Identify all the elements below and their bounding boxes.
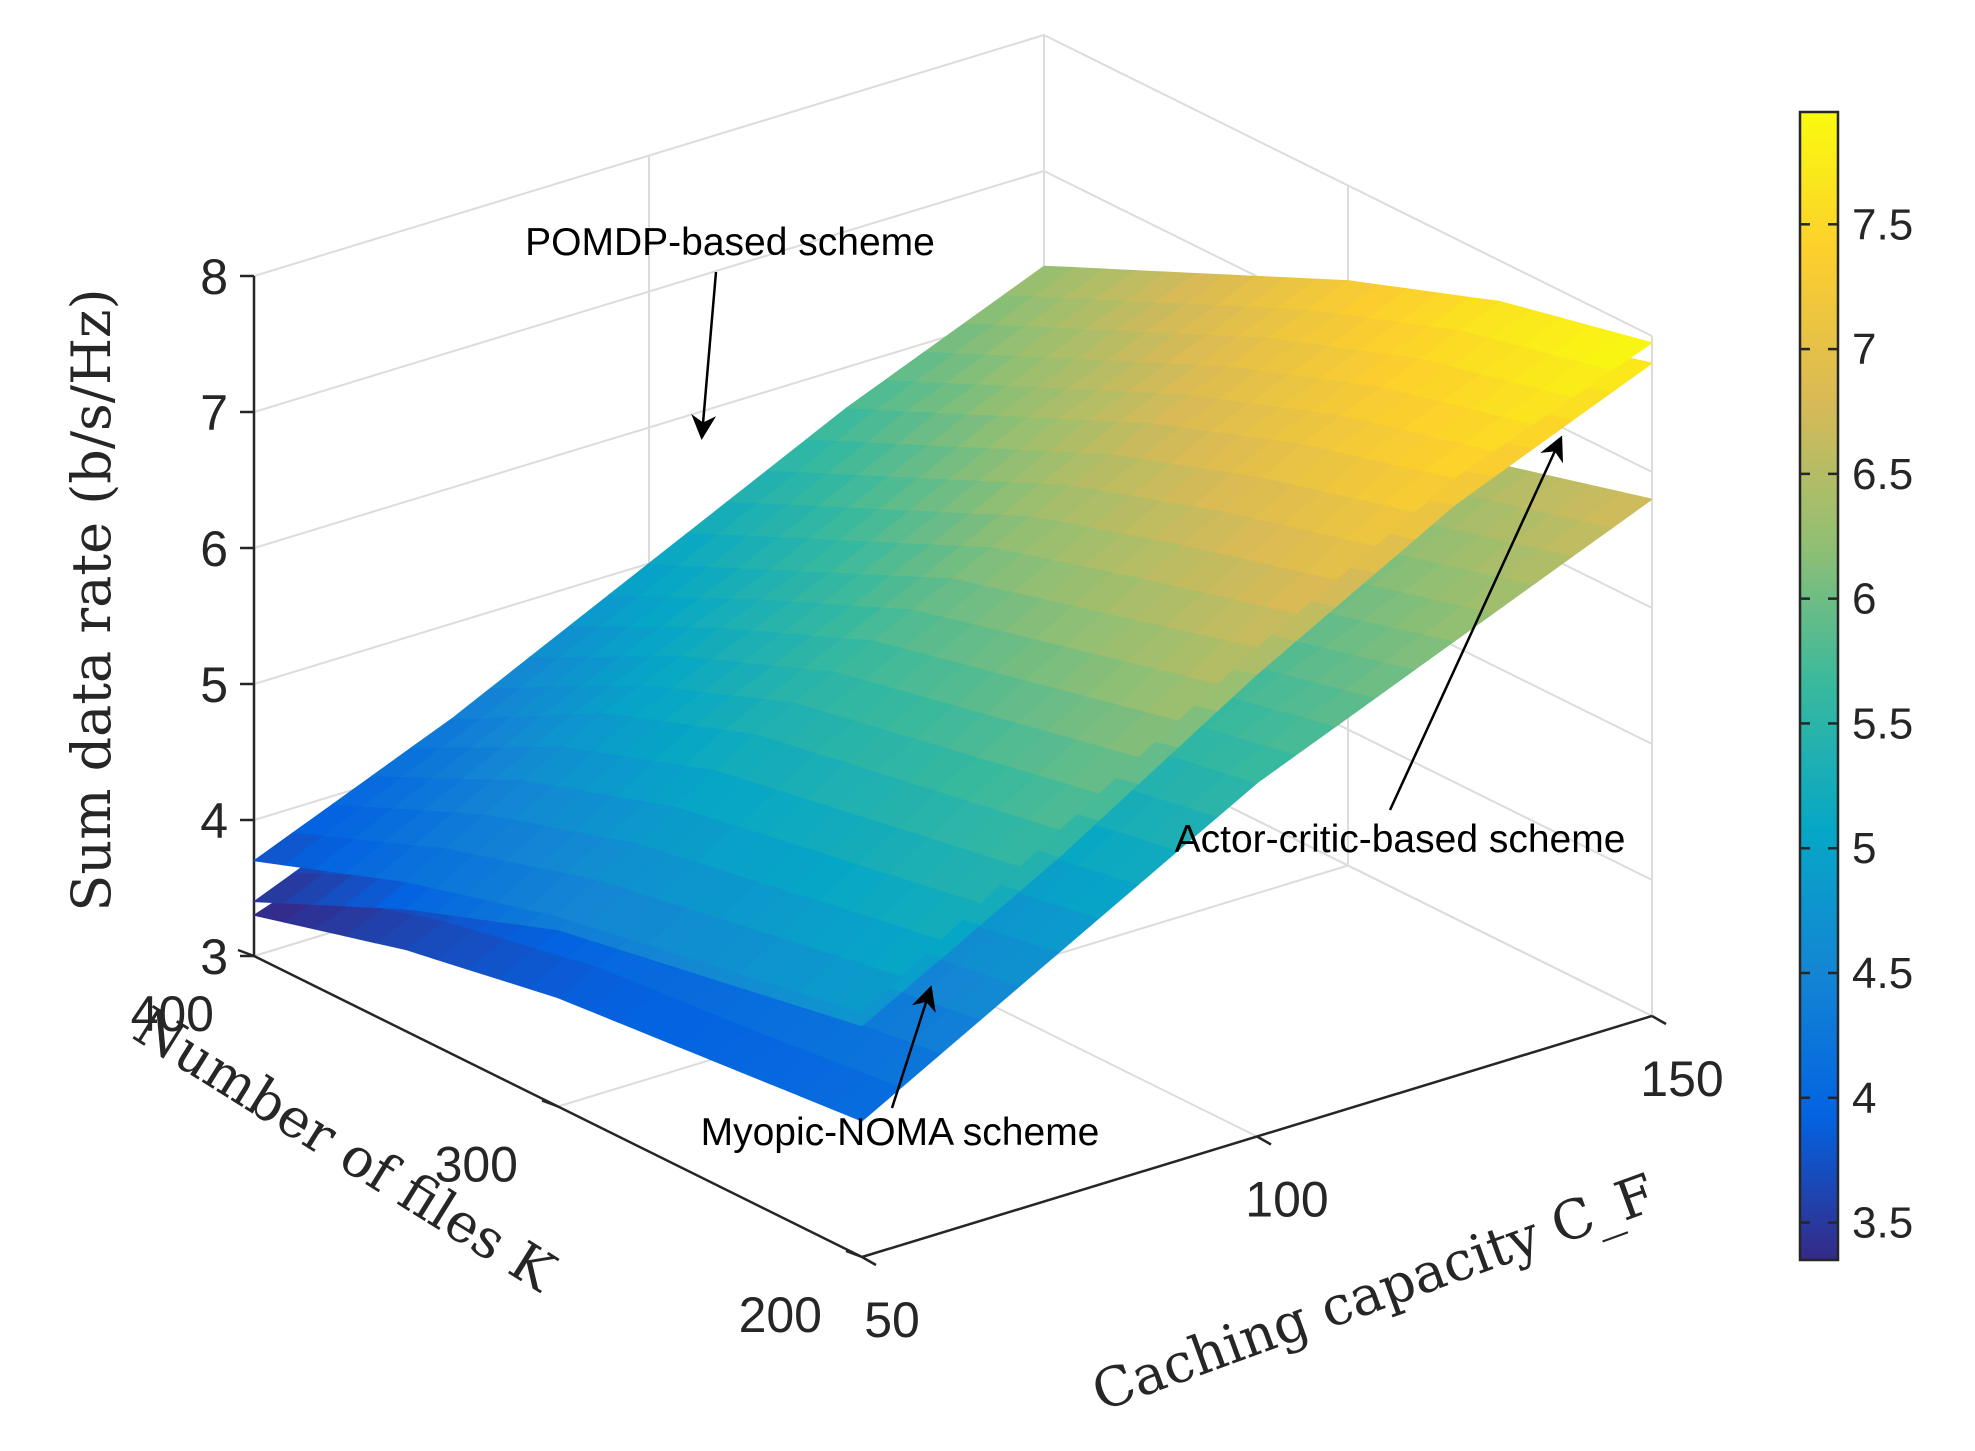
y-tick-label: 400 (131, 986, 214, 1042)
annotations: POMDP-based scheme Actor-critic-based sch… (525, 221, 1625, 1154)
z-tick-label: 5 (200, 657, 228, 713)
colorbar-tick-label: 4 (1852, 1074, 1876, 1123)
colorbar-tick-label: 4.5 (1852, 949, 1913, 998)
annotation-label: POMDP-based scheme (525, 221, 935, 264)
x-tick-label: 50 (864, 1292, 920, 1348)
colorbar-tick-label: 6.5 (1852, 450, 1913, 499)
annotation-label: Actor-critic-based scheme (1175, 818, 1626, 861)
y-tick-mark (845, 1249, 863, 1259)
x-tick-mark (861, 1255, 877, 1267)
x-tick-label: 150 (1640, 1051, 1723, 1107)
surface-patch (1580, 491, 1654, 529)
surfaces (252, 265, 1654, 1122)
surface-patch (1580, 333, 1654, 371)
colorbar-tick-label: 3.5 (1852, 1199, 1913, 1248)
colorbar-scale (1798, 110, 1840, 1262)
z-axis-title: Sum data rate (b/s/Hz) (60, 288, 123, 911)
z-tick-label: 3 (200, 929, 228, 985)
x-tick-label: 100 (1245, 1172, 1328, 1228)
colorbar-ticks: 3.5 4 4.5 5 5.5 6 6.5 7 7.5 (1800, 200, 1913, 1248)
z-tick-label: 8 (200, 249, 228, 305)
colorbar-tick-label: 7 (1852, 325, 1876, 374)
x-axis-title: Caching capacity C_F (1084, 1161, 1664, 1423)
annotation-arrow (890, 985, 936, 1109)
colorbar-tick-label: 6 (1852, 575, 1876, 624)
colorbar-tick-label: 7.5 (1852, 200, 1913, 249)
surface-pomdp-based-scheme (252, 265, 1654, 1013)
annotation-label: Myopic-NOMA scheme (701, 1111, 1100, 1154)
z-tick-label: 6 (200, 521, 228, 577)
y-tick-label: 200 (739, 1287, 822, 1343)
colorbar: 3.5 4 4.5 5 5.5 6 6.5 7 7.5 (1798, 110, 1913, 1262)
annotation-arrow (691, 271, 718, 440)
x-tick-mark (1256, 1135, 1272, 1146)
y-tick-label: 300 (435, 1137, 518, 1193)
annotation-arrow (1388, 435, 1564, 811)
y-tick-mark (541, 1099, 559, 1108)
axes (237, 274, 1667, 1267)
z-tick-label: 7 (200, 385, 228, 441)
z-tick-label: 4 (200, 793, 228, 849)
x-tick-mark (1651, 1014, 1667, 1026)
colorbar-tick-label: 5.5 (1852, 699, 1913, 748)
colorbar-tick-label: 5 (1852, 824, 1876, 873)
